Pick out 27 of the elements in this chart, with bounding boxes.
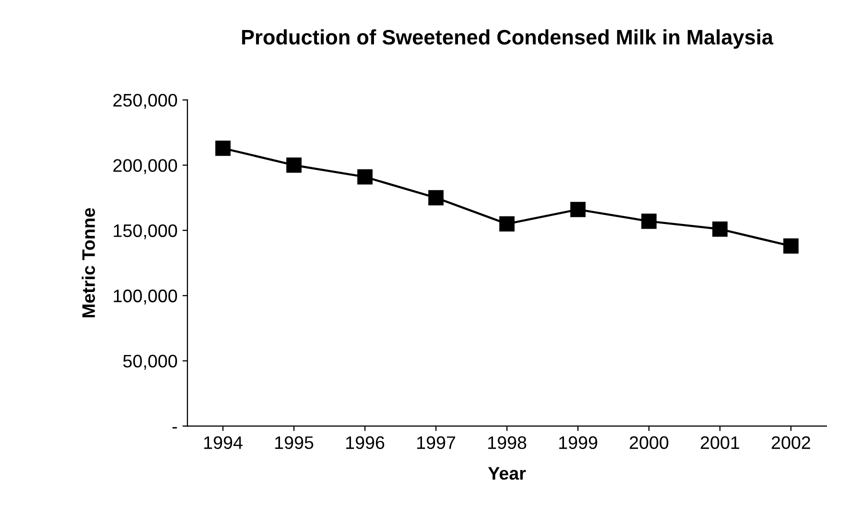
- x-tick-label: 1997: [417, 436, 456, 450]
- y-tick-label: 50,000: [123, 354, 178, 370]
- x-tick-label: 2002: [772, 436, 810, 450]
- x-tick-label: 2001: [700, 436, 740, 450]
- point: [570, 202, 586, 218]
- x-tick-label: 1999: [559, 436, 598, 450]
- y-tick-label: 200,000: [113, 159, 178, 174]
- x-tick-label: 1996: [346, 436, 384, 450]
- y-tick-label: 150,000: [114, 224, 178, 240]
- point: [783, 238, 799, 254]
- point: [357, 169, 373, 185]
- chart-title: Production of Sweetened Condensed Milk in Malaysia: [242, 29, 774, 49]
- point: [499, 216, 515, 232]
- point: [215, 140, 231, 156]
- x-tick-label: 2000: [630, 436, 668, 450]
- point: [286, 158, 302, 173]
- point: [712, 221, 728, 237]
- y-axis-title: Metric Tonne: [82, 208, 95, 318]
- x-axis-title: Year: [488, 467, 526, 480]
- x-tick-label: 1995: [275, 436, 314, 450]
- point: [428, 190, 444, 206]
- x-tick-label: 1998: [488, 436, 526, 450]
- y-tick-label: 250,000: [113, 94, 178, 109]
- y-tick-label: 100,000: [114, 290, 178, 304]
- x-tick-label: 1994: [204, 436, 242, 450]
- y-tick-label: -: [172, 427, 177, 429]
- point: [641, 214, 657, 229]
